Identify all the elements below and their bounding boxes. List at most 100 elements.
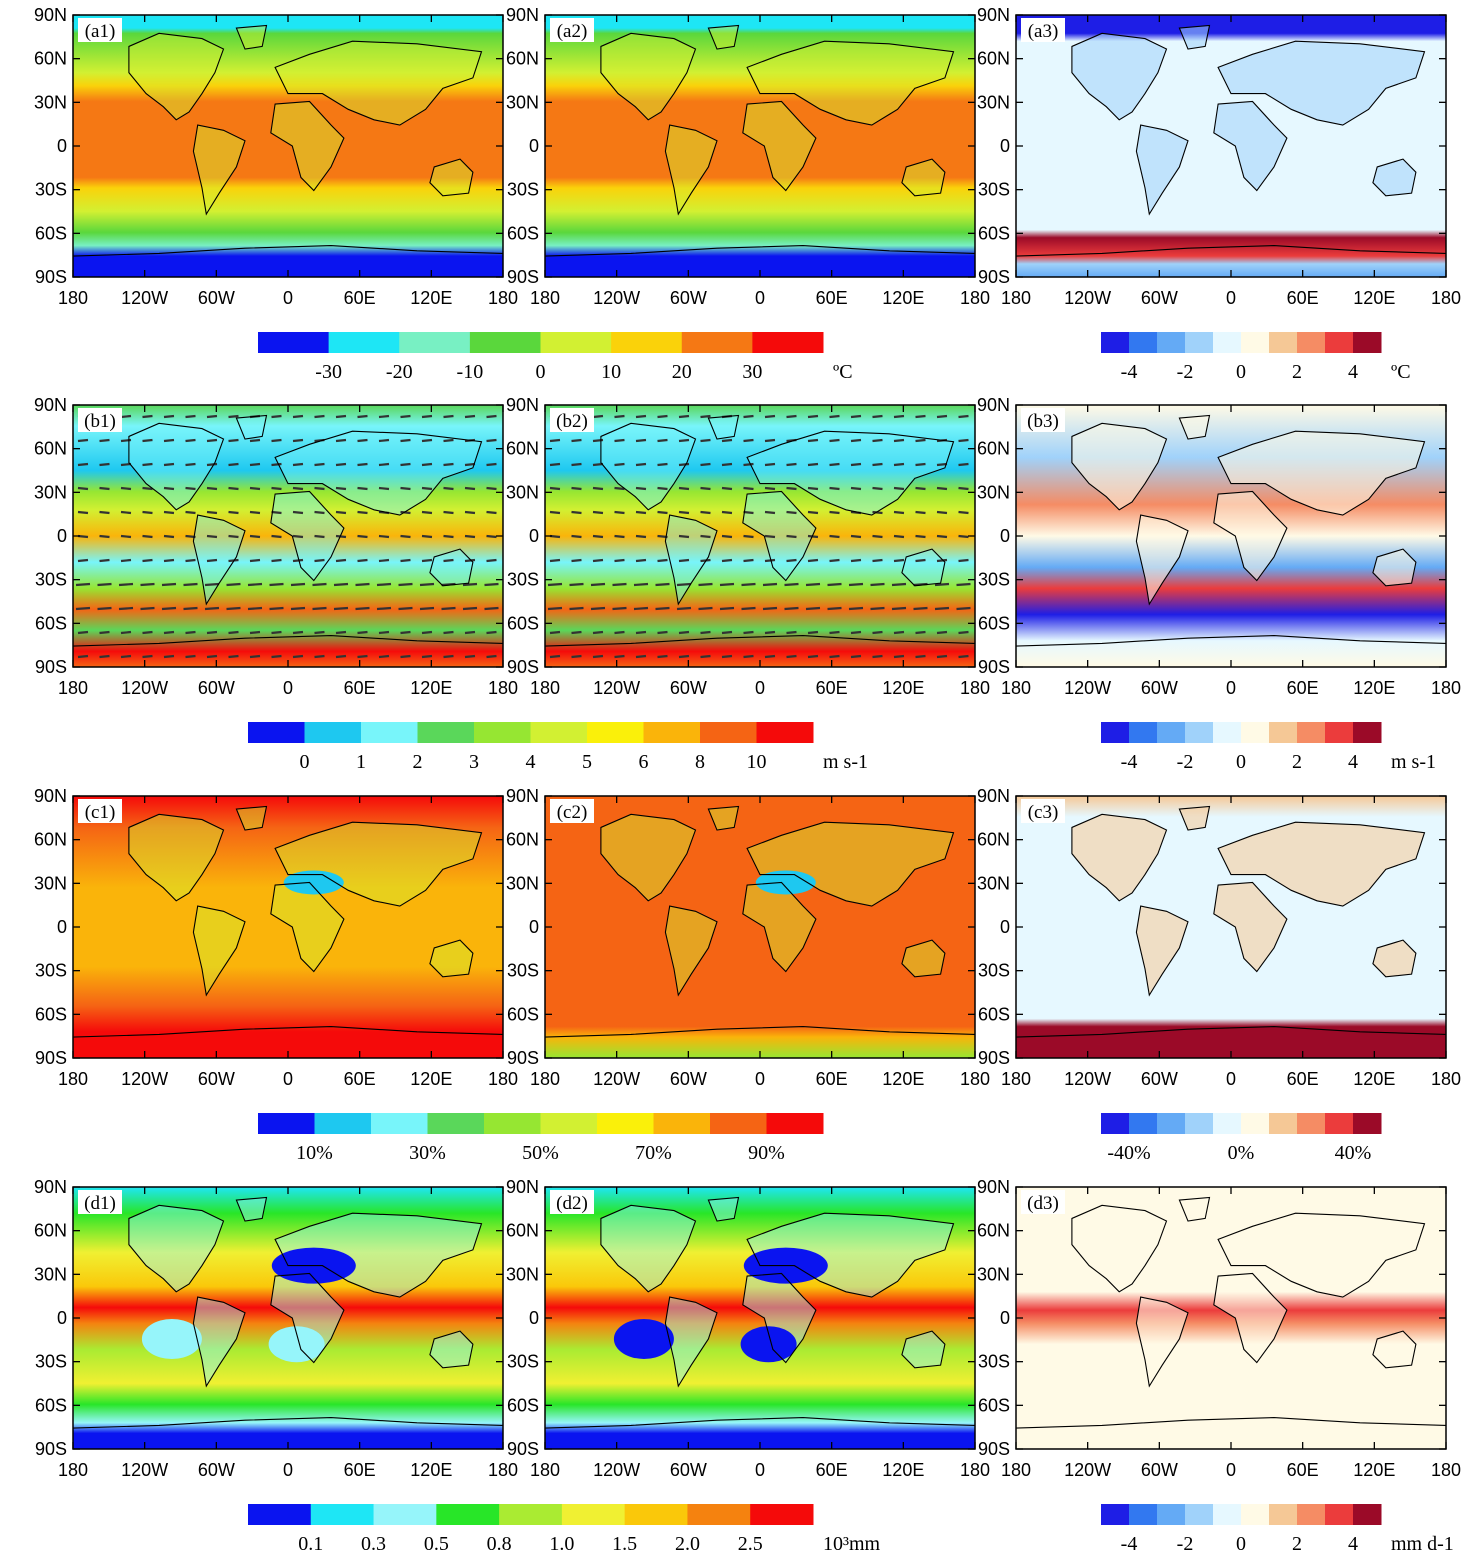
wind-arrow xyxy=(829,534,840,539)
wind-arrow xyxy=(486,534,497,539)
wind-arrow xyxy=(934,582,950,587)
wind-arrow xyxy=(142,534,153,539)
lat-tick-label: 90N xyxy=(34,1177,67,1197)
coastline-australia xyxy=(901,548,946,587)
lat-tick-label: 90S xyxy=(507,1439,539,1459)
wind-arrow xyxy=(807,462,819,467)
land-shade-eurasia xyxy=(747,431,954,516)
wind-arrow xyxy=(376,582,392,587)
coastline-antarctica xyxy=(545,635,975,647)
wind-arrow xyxy=(185,630,196,635)
colorbar-main: 10% 30% 50% 70% 90% xyxy=(258,1113,824,1164)
panel-label: (b1) xyxy=(84,411,116,432)
coastline-greenland xyxy=(235,24,268,50)
wind-arrow xyxy=(893,534,905,539)
colorbar-label: -40% xyxy=(1107,1142,1150,1164)
coastline-africa xyxy=(742,100,817,192)
lat-tick-label: 60N xyxy=(34,1221,67,1241)
wind-arrow xyxy=(915,414,926,419)
wind-arrow xyxy=(400,438,411,443)
wind-arrow xyxy=(592,486,604,491)
wind-arrow xyxy=(142,654,153,659)
wind-arrow xyxy=(872,654,883,659)
wind-arrow xyxy=(655,582,670,587)
wind-arrow xyxy=(721,654,733,659)
wind-arrow xyxy=(247,606,263,611)
wind-arrow xyxy=(614,630,625,635)
coastline-antarctica xyxy=(1016,1026,1446,1038)
lat-tick-label: 0 xyxy=(57,526,67,546)
lon-tick-label: 60E xyxy=(1287,1460,1319,1480)
lat-tick-label: 60S xyxy=(978,1004,1010,1024)
lon-tick-label: 60W xyxy=(1141,1069,1178,1089)
lon-tick-label: 180 xyxy=(1431,1460,1461,1480)
wind-arrow xyxy=(249,534,261,539)
wind-arrow xyxy=(77,510,89,515)
wind-arrow xyxy=(228,486,239,491)
lon-tick-label: 0 xyxy=(755,678,765,698)
colorbar-swatch xyxy=(484,1113,541,1134)
wind-arrow xyxy=(633,582,649,587)
coastline-antarctica xyxy=(73,635,503,647)
wind-arrow xyxy=(271,414,282,419)
wind-arrow xyxy=(698,606,713,611)
colorbar-label: 50% xyxy=(522,1142,559,1164)
wind-arrow xyxy=(958,510,969,515)
lon-tick-label: 60W xyxy=(198,1069,235,1089)
lat-tick-label: 90S xyxy=(35,1439,67,1459)
lat-tick-label: 90S xyxy=(35,267,67,287)
colorbar-swatch xyxy=(310,1504,375,1525)
wind-arrow xyxy=(185,510,196,515)
wind-arrow xyxy=(807,510,819,515)
coastline-africa xyxy=(270,881,345,973)
colorbar-main: -30 -20 -10 0 10 20 30 ºC xyxy=(258,332,853,383)
wind-arrow xyxy=(378,558,390,563)
wind-arrow xyxy=(357,510,368,515)
lat-tick-label: 0 xyxy=(529,526,539,546)
colorbar-swatch xyxy=(1157,1113,1186,1134)
colorbar-swatch xyxy=(752,332,824,353)
panel-label: (b2) xyxy=(556,411,588,432)
colorbar-swatch xyxy=(1213,1504,1242,1525)
wind-arrow xyxy=(271,462,282,467)
lat-tick-label: 0 xyxy=(1000,526,1010,546)
wind-arrow xyxy=(786,534,797,539)
wind-arrow xyxy=(872,438,883,443)
colorbar-label: 4 xyxy=(1348,751,1358,773)
land-shade-samerica xyxy=(1136,125,1188,215)
wind-arrow xyxy=(635,534,647,539)
wind-arrow xyxy=(376,606,392,611)
lat-tick-label: 60S xyxy=(35,223,67,243)
coastline-africa xyxy=(1213,881,1288,973)
map-panel-b2: 180 120W 60W 0 60E 120E 180 90N 60N 30N 0 30S 60S 90S… xyxy=(506,395,990,698)
land-shade-australia xyxy=(901,1331,945,1368)
wind-arrow xyxy=(915,462,926,467)
panel-label: (c3) xyxy=(1028,802,1059,823)
lat-tick-label: 30S xyxy=(978,961,1010,981)
se-atlantic-dry-zone xyxy=(268,1326,325,1363)
panel-label: (a3) xyxy=(1028,21,1059,42)
wind-arrow xyxy=(228,654,239,659)
lat-tick-label: 90S xyxy=(35,657,67,677)
colorbar-label: 0.3 xyxy=(361,1533,386,1555)
lon-tick-label: 180 xyxy=(58,678,88,698)
wind-arrow xyxy=(571,438,582,443)
wind-arrow xyxy=(247,582,263,587)
wind-arrow xyxy=(807,558,819,563)
coastline-samerica xyxy=(192,124,246,216)
wind-arrow xyxy=(657,510,668,515)
wind-arrow xyxy=(249,630,261,635)
se-atlantic-dry-zone xyxy=(740,1326,797,1363)
coastline-greenland xyxy=(1178,414,1211,440)
lat-tick-label: 60N xyxy=(34,439,67,459)
land-shade-samerica xyxy=(193,125,245,215)
lat-tick-label: 30S xyxy=(35,570,67,590)
wind-arrow xyxy=(249,438,261,443)
wind-arrow xyxy=(786,558,797,563)
lat-tick-label: 30N xyxy=(977,1264,1010,1284)
coastline-australia xyxy=(429,939,474,978)
wind-arrow xyxy=(850,438,862,443)
lat-tick-label: 90N xyxy=(34,5,67,25)
wind-arrow xyxy=(292,486,304,491)
wind-arrow xyxy=(936,510,948,515)
